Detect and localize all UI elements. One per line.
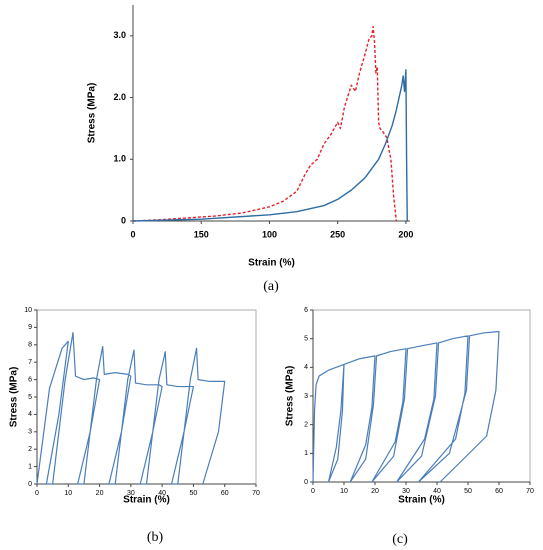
y-tick-label: 1 <box>304 450 308 457</box>
y-tick-label: 0 <box>304 479 308 486</box>
x-tick-label: 30 <box>127 490 135 497</box>
x-axis-title: Strain (%) <box>123 495 170 506</box>
y-axis-title: Stress (MPa) <box>285 366 296 427</box>
x-tick-label: 50 <box>464 488 472 495</box>
y-tick-label: 7 <box>28 359 32 366</box>
x-axis-title: Strain (%) <box>248 258 295 269</box>
x-tick-label: 70 <box>252 490 260 497</box>
y-tick-label: 9 <box>28 324 32 331</box>
caption: (b) <box>147 530 164 545</box>
x-tick-label: 0 <box>35 490 39 497</box>
y-tick-label: 0 <box>121 215 126 225</box>
x-tick-label: 40 <box>158 490 166 497</box>
y-tick-label: 4 <box>304 364 308 371</box>
x-tick-label: 0 <box>311 488 315 495</box>
y-tick-label: 3 <box>304 393 308 400</box>
y-tick-label: 1 <box>28 463 32 470</box>
y-tick-label: 5 <box>304 336 308 343</box>
x-tick-label: 20 <box>96 490 104 497</box>
y-tick-label: 6 <box>28 376 32 383</box>
y-tick-label: 0 <box>28 481 32 488</box>
data-line <box>312 330 500 483</box>
y-tick-label: 3.0 <box>113 30 126 40</box>
x-tick-label: 70 <box>526 488 534 495</box>
x-tick-label: 10 <box>64 490 72 497</box>
y-tick-label: 3 <box>28 429 32 436</box>
y-tick-label: 4 <box>28 411 32 418</box>
x-tick-label: 0 <box>130 229 135 239</box>
x-tick-label: 50 <box>190 490 198 497</box>
y-tick-label: 2 <box>28 446 32 453</box>
data-line <box>132 69 408 222</box>
y-tick-label: 6 <box>304 307 308 314</box>
data-line <box>36 332 226 485</box>
x-axis-title: Strain (%) <box>398 495 445 506</box>
x-tick-label: 150 <box>194 229 209 239</box>
x-tick-label: 10 <box>340 488 348 495</box>
y-tick-label: 1.0 <box>113 154 126 164</box>
y-tick-label: 8 <box>28 342 32 349</box>
x-tick-label: 40 <box>433 488 441 495</box>
y-tick-label: 5 <box>28 394 32 401</box>
x-tick-label: 20 <box>371 488 379 495</box>
data-line <box>132 25 398 222</box>
x-tick-label: 60 <box>221 490 229 497</box>
y-tick-label: 10 <box>24 307 32 314</box>
caption: (a) <box>263 279 279 294</box>
y-tick-label: 2.0 <box>113 92 126 102</box>
caption: (c) <box>392 532 408 547</box>
x-tick-label: 250 <box>330 229 345 239</box>
y-axis-title: Stress (MPa) <box>87 83 98 144</box>
x-tick-label: 200 <box>398 229 413 239</box>
x-tick-label: 30 <box>402 488 410 495</box>
y-tick-label: 2 <box>304 422 308 429</box>
x-tick-label: 60 <box>495 488 503 495</box>
y-axis-title: Stress (MPa) <box>9 367 20 428</box>
x-tick-label: 100 <box>262 229 277 239</box>
